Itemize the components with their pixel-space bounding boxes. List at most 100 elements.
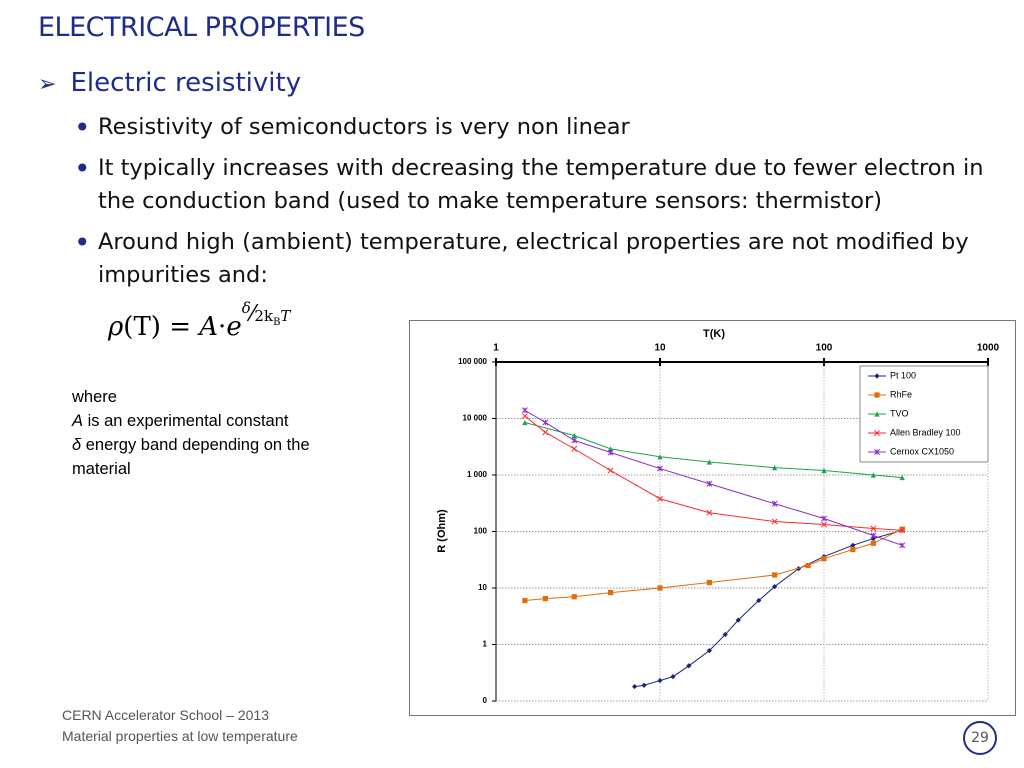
marker <box>722 631 728 638</box>
marker <box>608 589 614 596</box>
heading-text: Electric resistivity <box>70 68 302 98</box>
marker <box>870 525 877 532</box>
marker <box>522 419 528 426</box>
marker <box>571 437 578 444</box>
bullet: It typically increases with decreasing t… <box>74 152 998 218</box>
y-axis-label: R (Ohm) <box>436 509 448 553</box>
marker <box>521 407 528 414</box>
y-tick-label: 10 000 <box>463 414 488 423</box>
marker <box>706 579 712 586</box>
bullet: Resistivity of semiconductors is very no… <box>74 111 998 144</box>
formula-part: 2k <box>254 307 274 325</box>
symbol: δ <box>72 436 82 454</box>
marker <box>641 682 647 688</box>
formula-part: · <box>218 312 227 342</box>
description: energy band depending on the material <box>72 436 310 478</box>
formula-part: (T) <box>123 312 161 342</box>
marker <box>756 597 762 604</box>
y-tick-label: 1 000 <box>467 470 488 479</box>
marker <box>521 413 528 420</box>
page-number: 29 <box>963 721 997 755</box>
slide-title: ELECTRICAL PROPERTIES <box>38 12 365 43</box>
x-tick-label: 10 <box>654 343 666 354</box>
marker <box>771 500 778 507</box>
description: is an experimental constant <box>83 412 289 430</box>
y-tick-label: 0 <box>483 696 488 705</box>
formula-part: δ <box>241 299 251 317</box>
legend-label: TVO <box>890 408 909 418</box>
formula: ρ(T) = A·eδ⁄2kBT <box>108 299 291 342</box>
marker <box>870 535 876 542</box>
marker <box>607 449 614 456</box>
legend-marker <box>874 373 880 379</box>
series-line <box>524 409 903 546</box>
legend-marker <box>874 430 880 436</box>
marker <box>899 527 906 534</box>
marker <box>821 467 827 474</box>
footer-line: Material properties at low temperature <box>62 728 298 744</box>
legend-label: Pt 100 <box>890 370 916 380</box>
marker <box>772 572 778 578</box>
marker <box>850 546 856 553</box>
x-tick-label: 100 <box>816 343 833 354</box>
formula-part: = <box>160 312 200 342</box>
marker <box>706 480 713 487</box>
marker <box>542 419 549 426</box>
marker <box>571 445 578 452</box>
symbol: A <box>72 412 84 430</box>
marker <box>821 556 827 562</box>
legend-label: Allen Bradley 100 <box>890 427 961 437</box>
legend: Pt 100 RhFe TVO Allen Bradley 100 Cernox CX1… <box>859 365 989 463</box>
marker <box>735 617 741 623</box>
marker <box>542 429 549 436</box>
marker <box>657 454 663 460</box>
marker <box>899 474 905 481</box>
marker <box>608 446 614 452</box>
legend-label: RhFe <box>890 389 912 399</box>
marker <box>657 585 663 591</box>
x-tick-label: 1000 <box>977 343 1000 354</box>
where-text: where A is an experimental constant δ en… <box>72 385 372 481</box>
bullet: Around high (ambient) temperature, elect… <box>74 226 998 292</box>
heading: ➢ Electric resistivity <box>38 68 302 98</box>
marker <box>670 674 676 680</box>
marker <box>821 515 827 522</box>
formula-part: T <box>280 307 291 325</box>
marker <box>821 521 827 528</box>
where-intro: where <box>72 388 117 406</box>
where-line: δ energy band depending on the material <box>72 433 372 481</box>
y-tick-label: 10 <box>478 583 487 592</box>
legend-marker <box>874 449 880 455</box>
marker <box>631 683 638 690</box>
marker <box>706 509 713 516</box>
marker <box>657 677 663 684</box>
footer-line: CERN Accelerator School – 2013 <box>62 707 269 723</box>
marker <box>542 595 548 602</box>
legend-marker <box>874 392 880 398</box>
marker <box>772 583 778 590</box>
marker <box>571 432 577 439</box>
marker <box>899 526 905 532</box>
marker <box>772 465 778 471</box>
legend-label: Cernox CX1050 <box>890 446 954 456</box>
x-tick-label: 1 <box>493 343 499 354</box>
marker <box>571 594 577 600</box>
marker <box>607 467 614 474</box>
marker <box>870 472 876 478</box>
chart: 0 1 10 100 1 000 10 000 100 000 1 10 100 1000 T(K) R… <box>409 320 1016 716</box>
y-tick-label: 100 <box>474 527 488 536</box>
marker <box>771 518 778 525</box>
marker <box>706 459 712 465</box>
formula-part: A <box>199 312 219 342</box>
where-line: A is an experimental constant <box>72 409 372 433</box>
formula-part: ρ <box>108 312 124 342</box>
marker <box>899 542 906 549</box>
marker <box>805 562 811 569</box>
formula-part: B <box>273 317 281 328</box>
y-tick-label: 100 000 <box>458 357 487 366</box>
y-tick-label: 1 <box>483 640 488 649</box>
marker <box>850 542 856 548</box>
marker <box>870 540 876 546</box>
marker <box>657 495 663 502</box>
